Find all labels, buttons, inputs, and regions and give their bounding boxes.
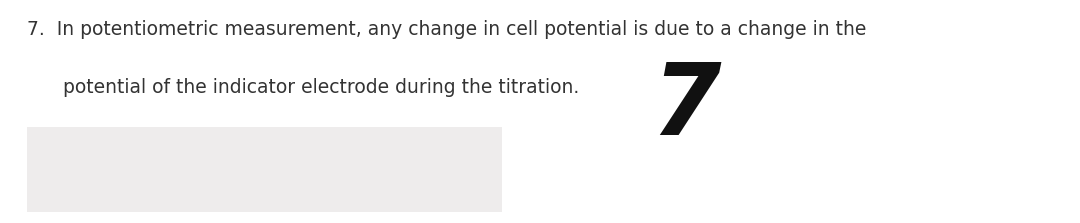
Text: potential of the indicator electrode during the titration.: potential of the indicator electrode dur… xyxy=(27,78,579,97)
Text: 7: 7 xyxy=(651,59,720,155)
Bar xyxy=(27,127,502,212)
Text: 7.  In potentiometric measurement, any change in cell potential is due to a chan: 7. In potentiometric measurement, any ch… xyxy=(27,20,866,39)
